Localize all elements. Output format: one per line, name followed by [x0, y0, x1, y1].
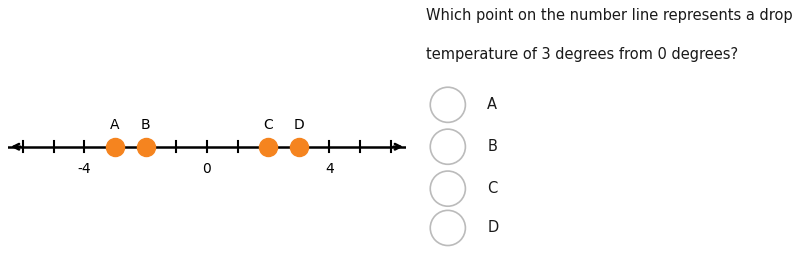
- Text: temperature of 3 degrees from 0 degrees?: temperature of 3 degrees from 0 degrees?: [426, 47, 738, 62]
- Text: -4: -4: [78, 162, 92, 176]
- Text: B: B: [141, 118, 150, 132]
- Text: A: A: [487, 97, 498, 112]
- Text: 0: 0: [203, 162, 211, 176]
- Text: 4: 4: [325, 162, 334, 176]
- Text: D: D: [487, 220, 498, 236]
- Text: C: C: [487, 181, 498, 196]
- Text: A: A: [111, 118, 120, 132]
- Text: B: B: [487, 139, 498, 154]
- Text: D: D: [294, 118, 304, 132]
- Text: C: C: [263, 118, 273, 132]
- Text: Which point on the number line represents a drop in: Which point on the number line represent…: [426, 8, 796, 23]
